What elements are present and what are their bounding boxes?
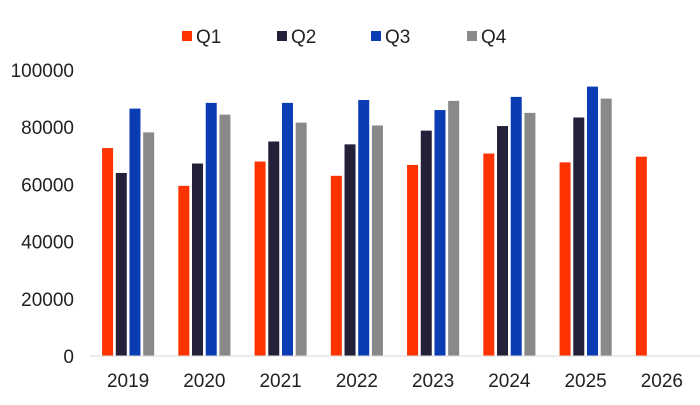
- x-tick-label-2026: 2026: [641, 371, 683, 392]
- y-tick-label: 20000: [21, 290, 74, 311]
- bar-q2-2021: [268, 141, 280, 356]
- bar-q3-2020: [205, 102, 217, 356]
- bar-q2-2023: [420, 130, 432, 356]
- y-tick-label: 80000: [21, 118, 74, 139]
- bar-q1-2020: [178, 185, 190, 356]
- bar-q4-2022: [371, 125, 383, 356]
- bar-q2-2019: [115, 172, 127, 356]
- x-tick-label-2024: 2024: [488, 371, 531, 392]
- y-tick-label: 100000: [11, 61, 74, 82]
- bar-q1-2023: [407, 164, 419, 356]
- legend-swatch-q4: [467, 31, 477, 41]
- bar-q4-2023: [448, 100, 460, 356]
- y-tick-label: 0: [63, 347, 74, 368]
- bar-q2-2020: [192, 163, 204, 356]
- bar-q1-2021: [254, 161, 266, 356]
- bar-q1-2019: [102, 148, 114, 356]
- bars: [102, 86, 647, 357]
- bar-q1-2025: [559, 162, 571, 356]
- bar-q4-2020: [219, 114, 231, 357]
- bar-q4-2025: [600, 98, 612, 356]
- bar-q4-2021: [295, 122, 307, 357]
- bar-q4-2024: [524, 112, 536, 357]
- bar-q3-2022: [358, 100, 370, 356]
- bar-q3-2025: [586, 86, 598, 356]
- bar-q3-2021: [281, 102, 293, 356]
- legend-swatch-q3: [371, 31, 381, 41]
- bar-q2-2022: [344, 144, 356, 356]
- y-tick-label: 60000: [21, 175, 74, 196]
- y-tick-label: 40000: [21, 233, 74, 254]
- bar-q1-2024: [483, 153, 495, 356]
- legend-swatch-q2: [277, 31, 287, 41]
- legend-label-q1: Q1: [196, 27, 221, 48]
- legend-swatch-q1: [182, 31, 192, 41]
- legend-label-q3: Q3: [385, 27, 410, 48]
- bar-q3-2019: [129, 108, 141, 356]
- bar-q3-2024: [510, 96, 522, 356]
- x-axis: 2019 2020 2021 2022 2023 2024 2025 2026: [107, 371, 683, 392]
- x-tick-label-2025: 2025: [564, 371, 606, 392]
- x-tick-label-2023: 2023: [412, 371, 454, 392]
- bar-q2-2025: [573, 117, 585, 356]
- x-tick-label-2021: 2021: [259, 371, 301, 392]
- legend-label-q4: Q4: [481, 27, 507, 48]
- x-tick-label-2022: 2022: [336, 371, 378, 392]
- legend-label-q2: Q2: [291, 27, 316, 48]
- x-tick-label-2020: 2020: [183, 371, 225, 392]
- bar-q1-2026: [635, 156, 647, 356]
- bar-q4-2019: [143, 132, 155, 356]
- bar-q3-2023: [434, 110, 446, 356]
- bar-q1-2022: [330, 175, 342, 356]
- y-axis: 0 20000 40000 60000 80000 100000: [11, 61, 74, 368]
- legend: Q1 Q2 Q3 Q4: [182, 27, 507, 48]
- bar-q2-2024: [497, 126, 509, 356]
- x-tick-label-2019: 2019: [107, 371, 149, 392]
